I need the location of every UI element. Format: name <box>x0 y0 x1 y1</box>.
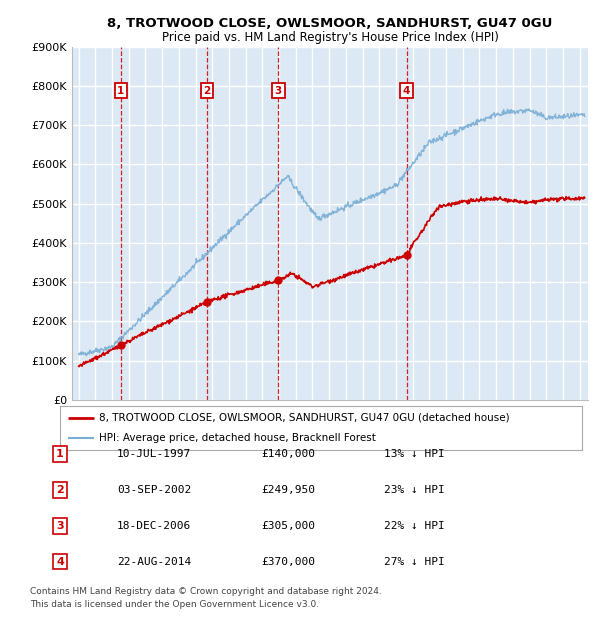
Text: HPI: Average price, detached house, Bracknell Forest: HPI: Average price, detached house, Brac… <box>99 433 376 443</box>
Text: 22-AUG-2014: 22-AUG-2014 <box>117 557 191 567</box>
Text: 27% ↓ HPI: 27% ↓ HPI <box>384 557 445 567</box>
Text: 3: 3 <box>275 86 282 95</box>
Text: 03-SEP-2002: 03-SEP-2002 <box>117 485 191 495</box>
Text: 2: 2 <box>56 485 64 495</box>
Text: £140,000: £140,000 <box>261 449 315 459</box>
Text: 2: 2 <box>203 86 211 95</box>
Text: 1: 1 <box>56 449 64 459</box>
Text: 22% ↓ HPI: 22% ↓ HPI <box>384 521 445 531</box>
Text: 8, TROTWOOD CLOSE, OWLSMOOR, SANDHURST, GU47 0GU: 8, TROTWOOD CLOSE, OWLSMOOR, SANDHURST, … <box>107 17 553 30</box>
Text: 1: 1 <box>118 86 125 95</box>
Text: 3: 3 <box>56 521 64 531</box>
Text: 18-DEC-2006: 18-DEC-2006 <box>117 521 191 531</box>
Text: 10-JUL-1997: 10-JUL-1997 <box>117 449 191 459</box>
Text: £249,950: £249,950 <box>261 485 315 495</box>
Text: £305,000: £305,000 <box>261 521 315 531</box>
Text: Contains HM Land Registry data © Crown copyright and database right 2024.: Contains HM Land Registry data © Crown c… <box>30 587 382 596</box>
Text: Price paid vs. HM Land Registry's House Price Index (HPI): Price paid vs. HM Land Registry's House … <box>161 31 499 44</box>
Text: 4: 4 <box>56 557 64 567</box>
Text: 13% ↓ HPI: 13% ↓ HPI <box>384 449 445 459</box>
Text: £370,000: £370,000 <box>261 557 315 567</box>
Text: 4: 4 <box>403 86 410 95</box>
Text: 23% ↓ HPI: 23% ↓ HPI <box>384 485 445 495</box>
Text: This data is licensed under the Open Government Licence v3.0.: This data is licensed under the Open Gov… <box>30 600 319 609</box>
Text: 8, TROTWOOD CLOSE, OWLSMOOR, SANDHURST, GU47 0GU (detached house): 8, TROTWOOD CLOSE, OWLSMOOR, SANDHURST, … <box>99 413 510 423</box>
